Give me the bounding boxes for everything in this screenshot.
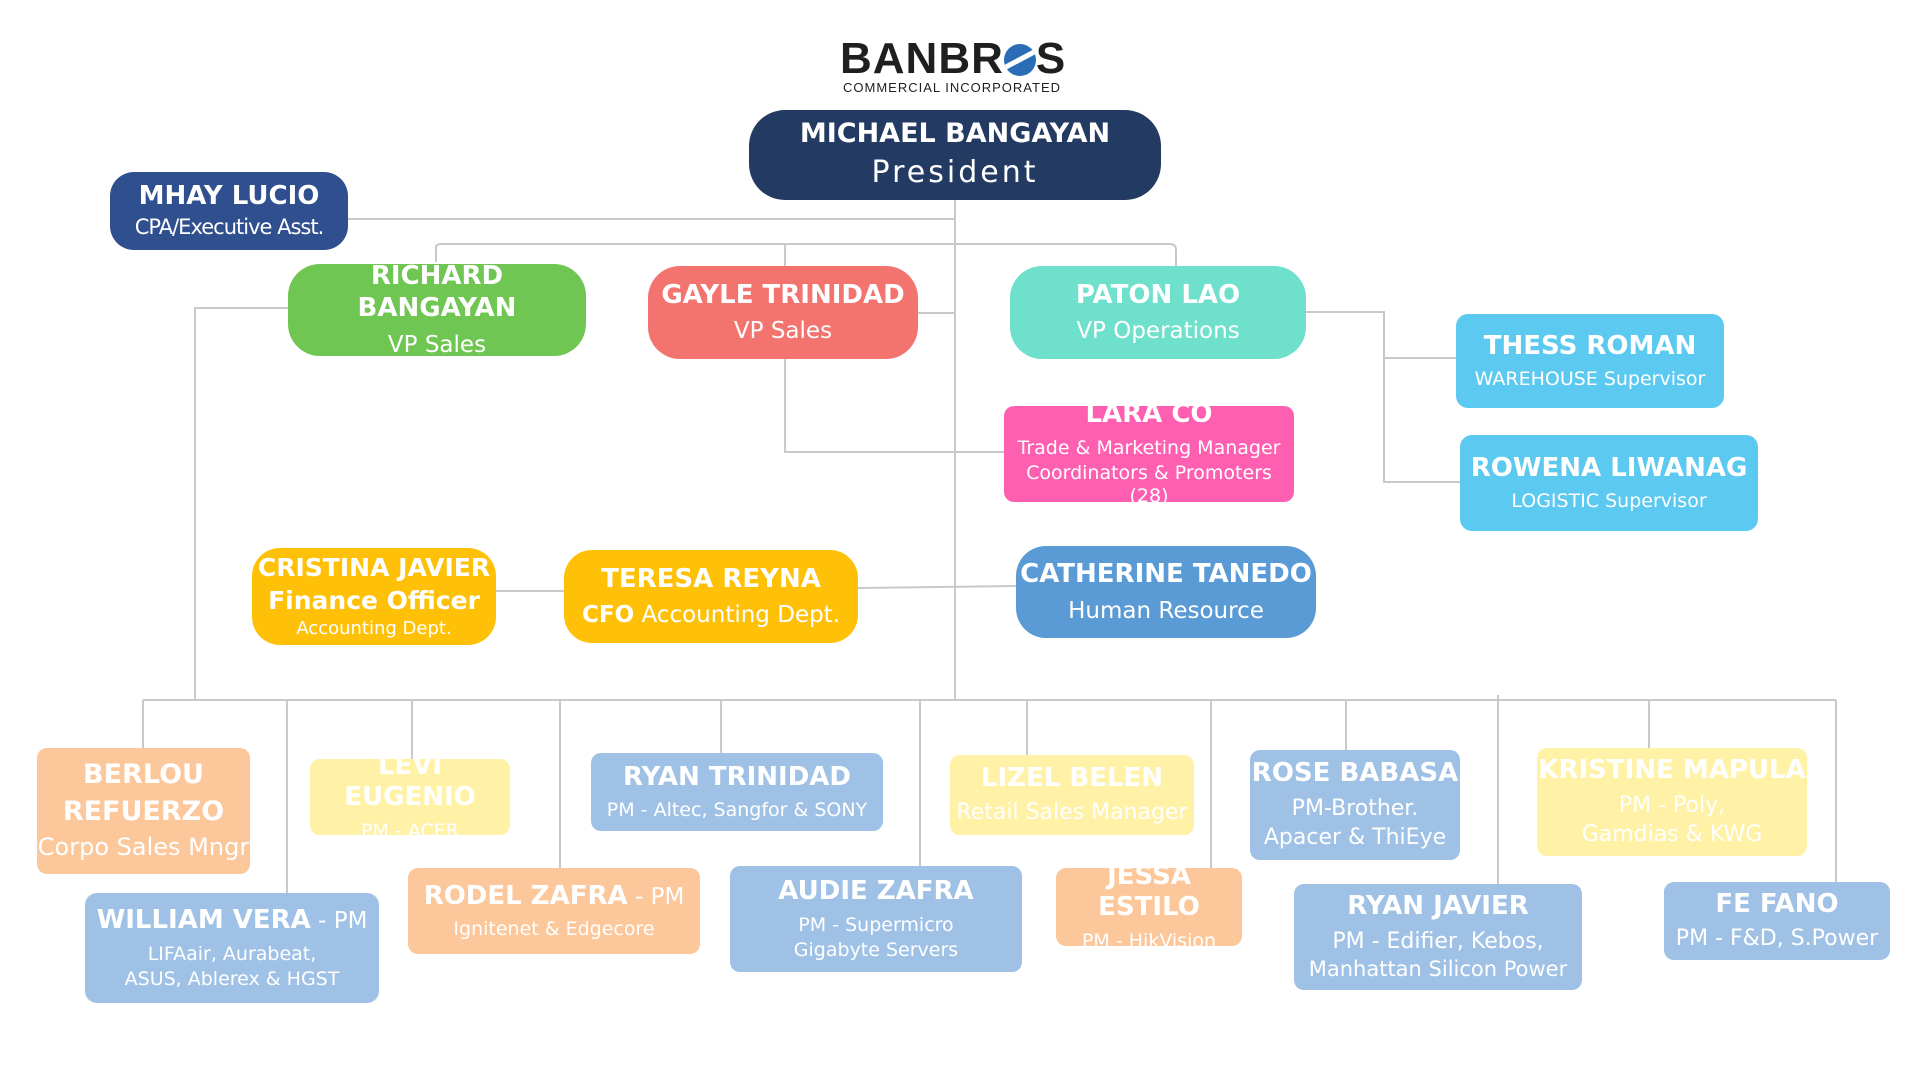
vp-sales-richard-name: RICHARD BANGAYAN xyxy=(357,261,517,323)
cfo-title-rest: Accounting Dept. xyxy=(634,602,840,629)
logistic-supervisor-node: ROWENA LIWANAG LOGISTIC Supervisor xyxy=(1460,435,1758,531)
logo-wordmark: BANBR S xyxy=(840,34,1066,84)
company-logo: BANBR S COMMERCIAL INCORPORATED xyxy=(840,34,1070,95)
globe-icon xyxy=(1003,44,1036,76)
william-node: WILLIAM VERA - PM LIFAair, Aurabeat, ASU… xyxy=(85,893,379,1003)
warehouse-supervisor-title: WAREHOUSE Supervisor xyxy=(1474,368,1706,391)
logo-wordmark-right: S xyxy=(1035,34,1067,83)
vp-sales-richard-title: VP Sales xyxy=(387,331,487,358)
berlou-name-2: REFUERZO xyxy=(62,796,225,828)
cfo-title-line: CFO Accounting Dept. xyxy=(582,601,840,629)
exec-asst-node: MHAY LUCIO CPA/Executive Asst. xyxy=(110,172,348,250)
rodel-name-line: RODEL ZAFRA - PM xyxy=(424,881,685,913)
ryan-trinidad-name: RYAN TRINIDAD xyxy=(622,761,852,792)
vp-sales-gayle-name: GAYLE TRINIDAD xyxy=(661,279,905,310)
william-suffix: - PM xyxy=(310,907,368,934)
trade-marketing-node: LARA CO Trade & Marketing Manager Coordi… xyxy=(1004,399,1294,507)
jessa-title: PM - HikVision xyxy=(1081,930,1217,953)
ryan-javier-line2: Manhattan Silicon Power xyxy=(1308,957,1568,982)
president-title: President xyxy=(871,155,1039,191)
trade-marketing-name: LARA CO xyxy=(1085,399,1213,430)
lizel-title: Retail Sales Manager xyxy=(956,800,1188,826)
ryan-trinidad-title: PM - Altec, Sangfor & SONY xyxy=(606,799,868,822)
cfo-title-bold: CFO xyxy=(582,602,635,629)
audie-line1: PM - Supermicro xyxy=(798,913,954,936)
ryan-trinidad-node: RYAN TRINIDAD PM - Altec, Sangfor & SONY xyxy=(591,753,883,831)
lizel-name: LIZEL BELEN xyxy=(980,762,1164,793)
connector-vp-bar xyxy=(435,243,1177,266)
lizel-node: LIZEL BELEN Retail Sales Manager xyxy=(950,755,1194,835)
exec-asst-title: CPA/Executive Asst. xyxy=(134,215,324,240)
vp-sales-gayle-node: GAYLE TRINIDAD VP Sales xyxy=(648,266,918,359)
ryan-javier-line1: PM - Edifier, Kebos, xyxy=(1332,928,1544,954)
cfo-node: TERESA REYNA CFO Accounting Dept. xyxy=(564,550,858,643)
connector-ops xyxy=(1306,311,1460,483)
jessa-name: JESSA ESTILO xyxy=(1098,860,1200,923)
william-line2: ASUS, Ablerex & HGST xyxy=(124,967,340,990)
trade-marketing-line1: Trade & Marketing Manager xyxy=(1017,437,1281,460)
vp-operations-title: VP Operations xyxy=(1076,318,1240,345)
exec-asst-name: MHAY LUCIO xyxy=(138,181,320,212)
william-name-line: WILLIAM VERA - PM xyxy=(97,905,368,937)
william-name: WILLIAM VERA xyxy=(96,904,311,935)
levi-node: LEVI EUGENIO PM - ACER xyxy=(310,751,510,842)
cfo-name: TERESA REYNA xyxy=(601,563,821,594)
rodel-node: RODEL ZAFRA - PM Ignitenet & Edgecore xyxy=(408,868,700,954)
hr-name: CATHERINE TANEDO xyxy=(1020,559,1312,590)
ryan-javier-node: RYAN JAVIER PM - Edifier, Kebos, Manhatt… xyxy=(1294,884,1582,990)
kristine-node: KRISTINE MAPULA PM - Poly, Gamdias & KWG xyxy=(1537,748,1807,856)
rodel-suffix: - PM xyxy=(627,883,685,910)
rose-node: ROSE BABASA PM-Brother. Apacer & ThiEye xyxy=(1250,750,1460,860)
president-name: MICHAEL BANGAYAN xyxy=(799,118,1111,150)
levi-title: PM - ACER xyxy=(361,820,459,843)
logistic-supervisor-name: ROWENA LIWANAG xyxy=(1470,452,1748,483)
audie-line2: Gigabyte Servers xyxy=(793,938,959,961)
rose-line2: Apacer & ThiEye xyxy=(1263,824,1447,850)
finance-officer-dept: Accounting Dept. xyxy=(296,618,452,640)
hr-title: Human Resource xyxy=(1068,597,1264,624)
finance-officer-name: CRISTINA JAVIER xyxy=(257,553,491,583)
trade-marketing-line2: Coordinators & Promoters (28) xyxy=(1026,462,1272,508)
berlou-node: BERLOU REFUERZO Corpo Sales Mngr xyxy=(37,748,250,874)
connector-lara xyxy=(784,358,1004,453)
kristine-line1: PM - Poly, xyxy=(1618,793,1726,819)
president-node: MICHAEL BANGAYAN President xyxy=(749,110,1161,200)
kristine-line2: Gamdias & KWG xyxy=(1581,821,1763,847)
jessa-node: JESSA ESTILO PM - HikVision xyxy=(1056,861,1242,952)
rodel-line1: Ignitenet & Edgecore xyxy=(453,918,655,941)
rose-line1: PM-Brother. xyxy=(1291,796,1419,822)
connector-cfo-hr xyxy=(857,585,1017,589)
ryan-javier-name: RYAN JAVIER xyxy=(1347,890,1529,921)
vp-sales-gayle-title: VP Sales xyxy=(733,318,833,345)
finance-officer-node: CRISTINA JAVIER Finance Officer Accounti… xyxy=(252,548,496,645)
berlou-title: Corpo Sales Mngr xyxy=(37,833,250,862)
hr-node: CATHERINE TANEDO Human Resource xyxy=(1016,546,1316,638)
fe-title: PM - F&D, S.Power xyxy=(1675,926,1879,952)
audie-node: AUDIE ZAFRA PM - Supermicro Gigabyte Ser… xyxy=(730,866,1022,972)
william-line1: LIFAair, Aurabeat, xyxy=(147,942,317,965)
logo-wordmark-left: BANBR xyxy=(840,34,1004,83)
warehouse-supervisor-node: THESS ROMAN WAREHOUSE Supervisor xyxy=(1456,314,1724,408)
rodel-name: RODEL ZAFRA xyxy=(423,880,628,911)
connector-richard-left xyxy=(194,307,288,700)
vp-operations-node: PATON LAO VP Operations xyxy=(1010,266,1306,359)
warehouse-supervisor-name: THESS ROMAN xyxy=(1483,330,1697,361)
fe-node: FE FANO PM - F&D, S.Power xyxy=(1664,882,1890,960)
logo-subtitle: COMMERCIAL INCORPORATED xyxy=(843,80,1062,95)
finance-officer-title: Finance Officer xyxy=(268,585,480,615)
rose-name: ROSE BABASA xyxy=(1251,758,1459,789)
audie-name: AUDIE ZAFRA xyxy=(778,875,974,906)
vp-operations-name: PATON LAO xyxy=(1075,279,1241,310)
berlou-name-1: BERLOU xyxy=(83,759,204,791)
vp-sales-richard-node: RICHARD BANGAYAN VP Sales xyxy=(288,261,586,358)
fe-name: FE FANO xyxy=(1715,888,1839,919)
logistic-supervisor-title: LOGISTIC Supervisor xyxy=(1511,490,1707,513)
kristine-name: KRISTINE MAPULA xyxy=(1538,755,1806,786)
levi-name: LEVI EUGENIO xyxy=(344,750,476,813)
